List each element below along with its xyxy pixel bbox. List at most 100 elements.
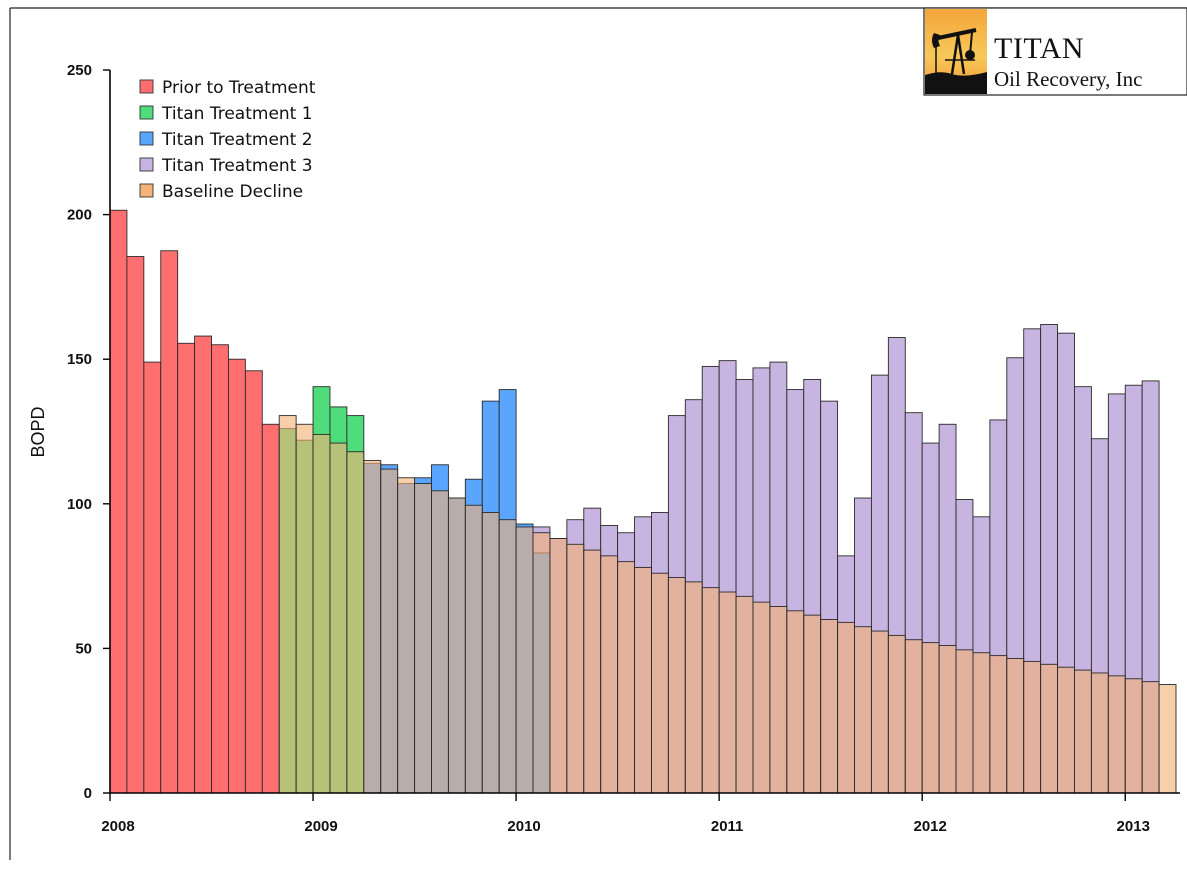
bar-baseline-decline — [870, 630, 889, 794]
bar-prior-to-treatment — [261, 423, 280, 794]
bar-baseline-decline — [938, 645, 957, 794]
bar-baseline-decline — [718, 591, 737, 794]
y-tick-label: 50 — [75, 640, 92, 657]
axes — [109, 70, 1180, 794]
y-tick-label: 150 — [67, 351, 92, 368]
x-tick-label: 2013 — [1117, 818, 1150, 835]
bar-baseline-decline — [278, 415, 297, 794]
bar-prior-to-treatment — [211, 344, 229, 794]
bar-baseline-decline — [1074, 669, 1092, 794]
bar-baseline-decline — [735, 595, 754, 794]
bar-baseline-decline — [701, 587, 720, 794]
bar-baseline-decline — [904, 639, 923, 794]
bar-prior-to-treatment — [109, 209, 128, 794]
bar-baseline-decline — [1107, 675, 1126, 794]
y-axis-ticks: 0 50 100 150 200 250 — [67, 62, 110, 802]
bar-prior-to-treatment — [126, 256, 145, 794]
legend-swatch — [139, 79, 154, 94]
bar-baseline-decline — [312, 433, 331, 794]
bar-baseline-decline — [837, 621, 855, 794]
legend-label: Titan Treatment 3 — [161, 156, 313, 176]
legend-swatch — [139, 105, 154, 120]
bar-baseline-decline — [380, 468, 399, 794]
bar-baseline-decline — [1006, 658, 1025, 794]
series-prior-to-treatment — [109, 209, 280, 794]
logo-subtitle: Oil Recovery, Inc — [994, 67, 1143, 91]
bar-baseline-decline — [397, 477, 416, 794]
bar-baseline-decline — [600, 555, 619, 794]
bar-baseline-decline — [583, 549, 602, 794]
bar-baseline-decline — [921, 642, 940, 794]
bar-baseline-decline — [431, 490, 449, 794]
bars-layer — [109, 209, 1177, 794]
legend-label: Prior to Treatment — [162, 78, 316, 98]
bar-prior-to-treatment — [244, 370, 263, 794]
titan-logo: TITAN Oil Recovery, Inc — [923, 7, 1187, 96]
bar-baseline-decline — [854, 626, 872, 794]
y-axis-title: BOPD — [28, 406, 48, 457]
bar-baseline-decline — [464, 504, 483, 794]
x-tick-label: 2009 — [304, 818, 337, 835]
bar-baseline-decline — [651, 572, 669, 794]
bar-baseline-decline — [752, 601, 771, 794]
bar-baseline-decline — [1057, 666, 1075, 794]
bar-baseline-decline — [1124, 678, 1143, 794]
bar-baseline-decline — [363, 459, 382, 794]
x-axis-ticks: 2008 2009 2010 2011 2012 2013 — [101, 793, 1150, 835]
bar-baseline-decline — [329, 442, 348, 794]
legend-swatch — [139, 131, 154, 146]
bar-baseline-decline — [803, 614, 822, 794]
y-tick-label: 100 — [67, 496, 92, 513]
bar-baseline-decline — [634, 566, 652, 794]
bar-baseline-decline — [549, 538, 568, 794]
bar-baseline-decline — [515, 526, 534, 794]
legend-item-baseline-decline: Baseline Decline — [139, 182, 303, 202]
bar-baseline-decline — [1040, 663, 1059, 794]
bar-baseline-decline — [498, 519, 517, 794]
legend-swatch — [139, 157, 154, 172]
bar-baseline-decline — [414, 483, 432, 794]
x-tick-label: 2011 — [711, 818, 744, 835]
bar-baseline-decline — [989, 655, 1008, 794]
bar-baseline-decline — [481, 512, 500, 794]
y-tick-label: 200 — [67, 207, 92, 224]
y-tick-label: 0 — [84, 785, 92, 802]
bar-baseline-decline — [955, 649, 974, 794]
bar-prior-to-treatment — [177, 342, 196, 794]
pumpjack-icon — [925, 28, 987, 94]
bar-baseline-decline — [295, 423, 314, 794]
bar-baseline-decline — [684, 581, 703, 794]
bar-baseline-decline — [566, 543, 585, 794]
bar-baseline-decline — [667, 577, 686, 794]
bar-baseline-decline — [1023, 660, 1042, 794]
x-tick-label: 2008 — [101, 818, 134, 835]
bar-baseline-decline — [972, 652, 991, 794]
bar-prior-to-treatment — [143, 361, 162, 794]
legend-item-titan-treatment-3: Titan Treatment 3 — [139, 156, 313, 176]
series-baseline-decline — [278, 415, 1177, 794]
bar-baseline-decline — [1090, 672, 1109, 794]
bar-prior-to-treatment — [194, 335, 212, 794]
y-tick-label: 250 — [67, 62, 92, 79]
legend-label: Baseline Decline — [162, 182, 303, 202]
bar-baseline-decline — [786, 610, 805, 794]
bar-baseline-decline — [617, 561, 635, 794]
bar-baseline-decline — [532, 532, 551, 794]
x-tick-label: 2012 — [914, 818, 947, 835]
x-tick-label: 2010 — [507, 818, 540, 835]
legend-item-titan-treatment-1: Titan Treatment 1 — [139, 104, 313, 124]
bar-baseline-decline — [346, 451, 365, 794]
legend: Prior to Treatment Titan Treatment 1 Titan… — [139, 78, 316, 202]
bar-prior-to-treatment — [160, 250, 179, 794]
logo-title: TITAN — [994, 32, 1084, 65]
bar-baseline-decline — [769, 606, 788, 794]
bar-baseline-decline — [1158, 684, 1177, 794]
bar-baseline-decline — [887, 634, 906, 794]
legend-label: Titan Treatment 1 — [161, 104, 313, 124]
bar-baseline-decline — [1141, 681, 1160, 794]
bar-baseline-decline — [447, 497, 466, 794]
legend-item-titan-treatment-2: Titan Treatment 2 — [139, 130, 313, 150]
legend-swatch — [139, 183, 154, 198]
